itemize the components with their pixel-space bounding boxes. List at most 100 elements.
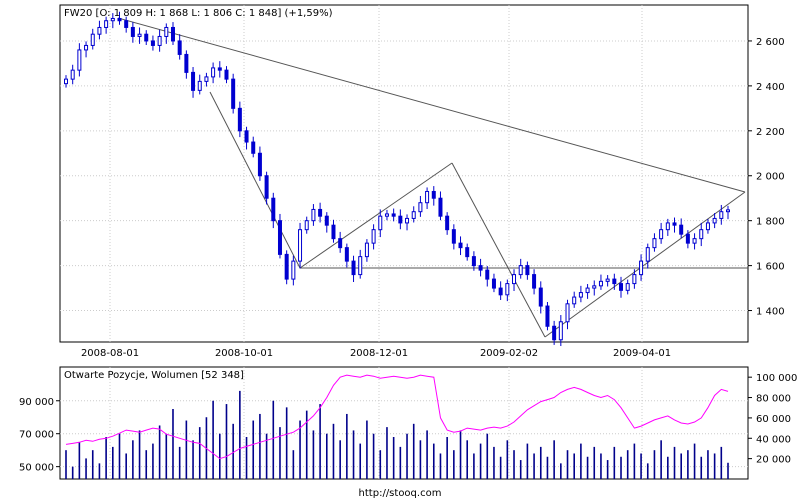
candles (64, 11, 730, 347)
candle-body (177, 40, 182, 55)
y-tick-label: 1 400 (756, 307, 785, 318)
x-tick-label: 2008-12-01 (350, 348, 408, 359)
candle-body (237, 107, 242, 132)
candle-body (645, 247, 650, 262)
candle-body (652, 238, 657, 249)
candle-body (679, 224, 684, 235)
candle-body (257, 152, 262, 177)
candle-body (491, 278, 496, 289)
candle-body (204, 76, 209, 82)
trendline-drop (209, 91, 301, 269)
candle-body (284, 253, 289, 280)
candle-body (465, 247, 470, 258)
candle-body (712, 217, 717, 224)
candle-body (378, 215, 383, 231)
candle-body (485, 269, 490, 280)
candle-body (271, 197, 276, 222)
volume-right-ticks: 20 000 40 000 60 000 80 000 100 000 (748, 373, 797, 466)
y-tick-label: 1 600 (756, 262, 785, 273)
candle-body (665, 222, 670, 231)
candle-body (244, 130, 249, 143)
candle-body (518, 265, 523, 276)
candle-body (625, 283, 630, 291)
y-tick-label: 2 200 (756, 127, 785, 138)
candle-body (277, 220, 282, 255)
candle-body (90, 33, 95, 46)
y-right-tick-label: 40 000 (756, 434, 791, 445)
candle-body (451, 229, 456, 244)
candle-body (445, 215, 450, 231)
trendlines (117, 17, 748, 338)
candle-body (498, 287, 503, 296)
candle-body (619, 283, 624, 291)
candle-body (164, 26, 169, 37)
candle-body (211, 67, 216, 78)
candle-body (224, 69, 229, 80)
y-left-tick-label: 70 000 (19, 430, 54, 441)
candle-body (672, 222, 677, 226)
x-ticks: 2008-08-01 2008-10-01 2008-12-01 2009-02-02… (81, 348, 671, 359)
y-left-tick-label: 50 000 (19, 463, 54, 474)
main-y-ticks: 1 400 1 600 1 800 2 000 2 200 2 400 2 600 (748, 37, 785, 318)
main-panel: 1 400 1 600 1 800 2 000 2 200 2 400 2 600 2008… (59, 4, 785, 359)
candle-body (331, 224, 336, 240)
candle-body (124, 20, 129, 28)
candle-body (705, 222, 710, 231)
candle-body (578, 292, 583, 298)
chart-title: FW20 [O: 1 809 H: 1 868 L: 1 806 C: 1 84… (64, 8, 333, 19)
candle-body (344, 247, 349, 262)
candle-body (592, 285, 597, 289)
candle-body (572, 296, 577, 305)
x-tick-label: 2009-02-02 (480, 348, 538, 359)
candle-body (431, 190, 436, 199)
candle-body (391, 213, 396, 217)
candle-body (338, 238, 343, 249)
candle-body (364, 242, 369, 258)
candle-body (304, 220, 309, 231)
main-gridlines (60, 5, 748, 342)
candle-body (512, 274, 517, 285)
candle-body (70, 69, 75, 80)
candle-body (184, 53, 189, 73)
candle-body (639, 260, 644, 276)
main-plot-frame (59, 4, 749, 343)
candle-body (117, 17, 122, 22)
candle-body (505, 283, 510, 296)
y-tick-label: 1 800 (756, 217, 785, 228)
volume-left-ticks: 50 000 70 000 90 000 (19, 397, 60, 474)
volume-title: Otwarte Pozycje, Wolumen [52 348] (64, 370, 244, 381)
candle-body (144, 33, 149, 42)
candle-body (692, 238, 697, 244)
volume-bars (65, 390, 729, 479)
candle-body (411, 211, 416, 219)
trendline-fall (451, 162, 546, 338)
candle-body (291, 260, 296, 280)
candle-body (157, 35, 162, 46)
candle-body (632, 274, 637, 285)
candle-body (425, 190, 430, 204)
candle-body (598, 280, 603, 287)
y-right-tick-label: 80 000 (756, 394, 791, 405)
candle-body (405, 217, 410, 224)
candle-body (311, 208, 316, 222)
candle-body (699, 229, 704, 240)
y-right-tick-label: 60 000 (756, 414, 791, 425)
candle-body (525, 265, 530, 276)
candle-body (150, 40, 155, 46)
candle-body (719, 211, 724, 219)
candle-body (64, 78, 68, 85)
candle-body (104, 20, 109, 28)
open-interest-line (65, 374, 729, 460)
footer-url[interactable]: http://stooq.com (359, 488, 442, 499)
candle-body (478, 265, 483, 271)
candle-body (585, 287, 590, 294)
candle-body (197, 80, 202, 91)
candle-body (458, 242, 463, 249)
trendline-rise (299, 162, 453, 269)
candle-body (612, 278, 617, 285)
y-left-tick-label: 90 000 (19, 397, 54, 408)
candle-body (137, 33, 142, 37)
candle-body (558, 321, 563, 341)
candle-body (565, 303, 570, 323)
candle-body (545, 305, 550, 327)
